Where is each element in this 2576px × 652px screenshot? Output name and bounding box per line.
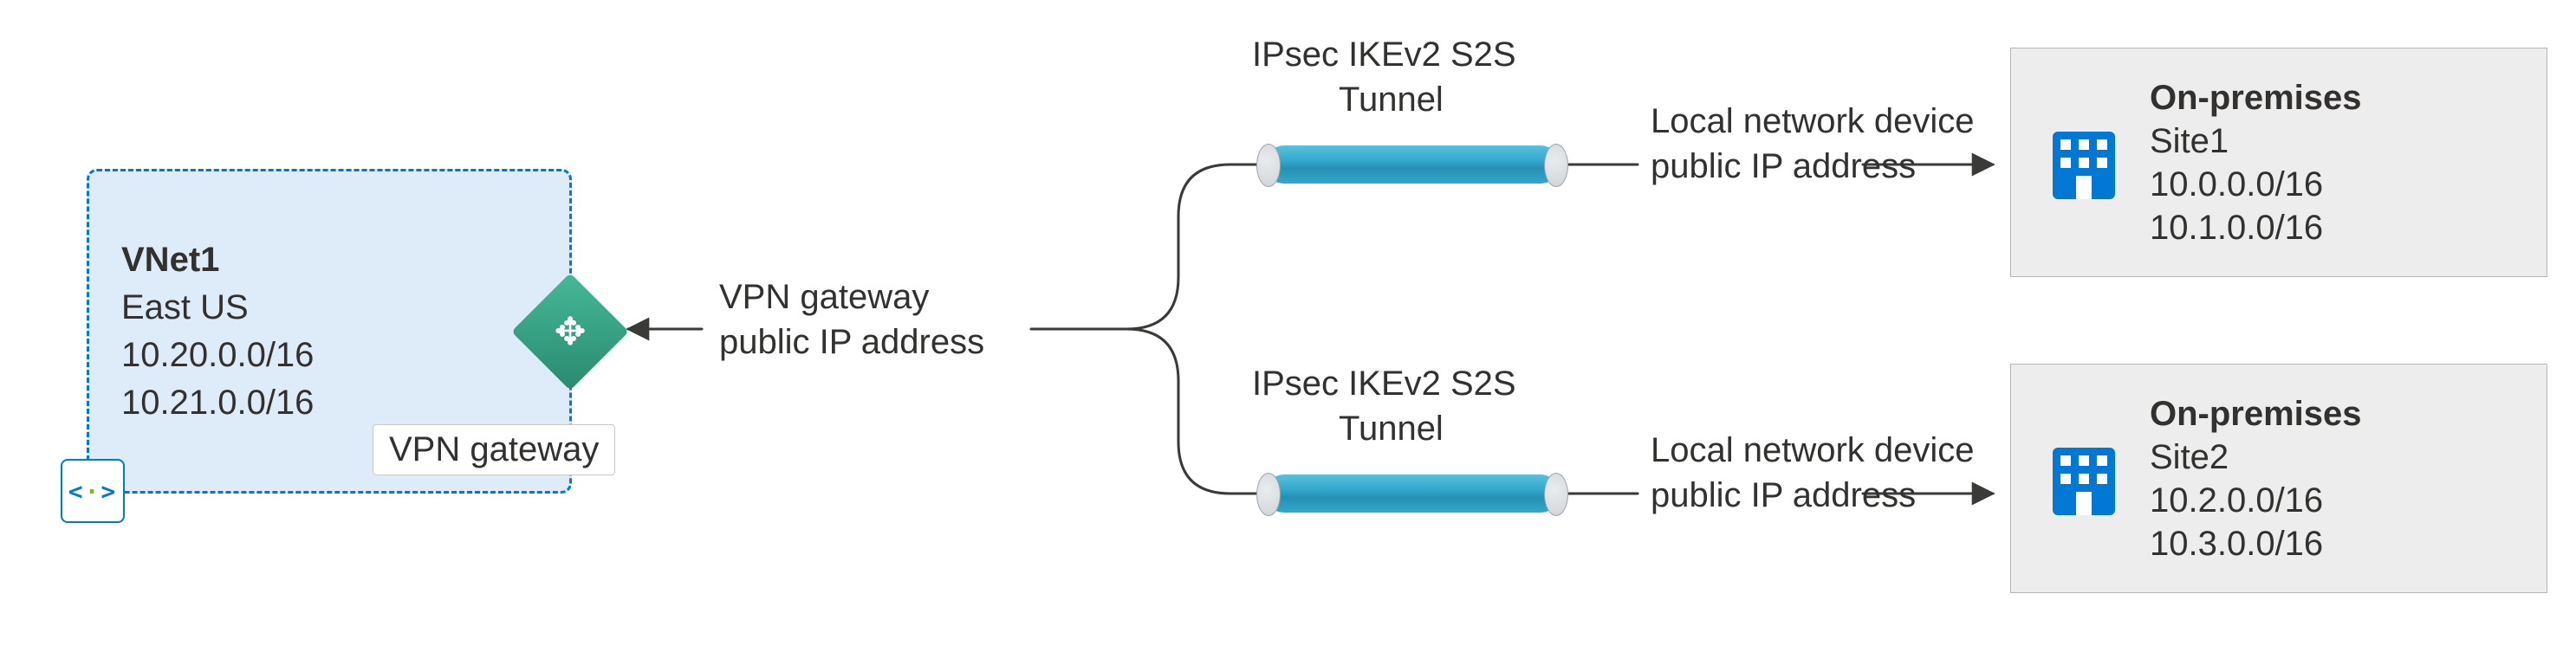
site2-cidr-1: 10.3.0.0/16 [2150, 522, 2362, 565]
site1-cidr-0: 10.0.0.0/16 [2150, 163, 2362, 206]
site2-cidr-0: 10.2.0.0/16 [2150, 479, 2362, 522]
tunnel0-label-l1: IPsec IKEv2 S2S [1252, 33, 1516, 76]
site2-name: Site2 [2150, 436, 2362, 479]
tunnel1-pipe-icon [1265, 474, 1560, 513]
site2-header: On-premises [2150, 392, 2362, 436]
diagram-canvas: VNet1 East US 10.20.0.0/16 10.21.0.0/16 … [0, 0, 2576, 652]
vpn-gateway-icon: ✥ [529, 290, 612, 373]
tunnel1-label-l2: Tunnel [1339, 407, 1444, 450]
site2-card: On-premises Site2 10.2.0.0/16 10.3.0.0/1… [2010, 364, 2547, 593]
tunnel0-label-l2: Tunnel [1339, 78, 1444, 121]
site1-name: Site1 [2150, 119, 2362, 163]
vnet-region: East US [121, 286, 249, 329]
tunnel1-device-l2: public IP address [1651, 474, 1916, 517]
site1-cidr-1: 10.1.0.0/16 [2150, 206, 2362, 249]
tunnel0-device-l1: Local network device [1651, 100, 1975, 143]
tunnel0-pipe-icon [1265, 145, 1560, 184]
vnet-title: VNet1 [121, 238, 219, 281]
vnet-cidr-1: 10.21.0.0/16 [121, 381, 314, 424]
vpn-gateway-label: VPN gateway [373, 424, 615, 475]
tunnel1-label-l1: IPsec IKEv2 S2S [1252, 362, 1516, 405]
line-fork-lower [1126, 329, 1256, 494]
building-icon [2042, 121, 2125, 204]
vnet-cidr-0: 10.20.0.0/16 [121, 333, 314, 377]
tunnel0-device-l2: public IP address [1651, 145, 1916, 188]
vpn-gateway-caption-l1: VPN gateway [719, 275, 929, 319]
vpn-gateway-caption-l2: public IP address [719, 320, 984, 364]
tunnel1-device-l1: Local network device [1651, 429, 1975, 472]
site1-card: On-premises Site1 10.0.0.0/16 10.1.0.0/1… [2010, 48, 2547, 277]
site1-header: On-premises [2150, 76, 2362, 119]
line-fork-upper [1126, 165, 1256, 329]
building-icon [2042, 437, 2125, 520]
vnet-icon: <·> [61, 459, 125, 523]
